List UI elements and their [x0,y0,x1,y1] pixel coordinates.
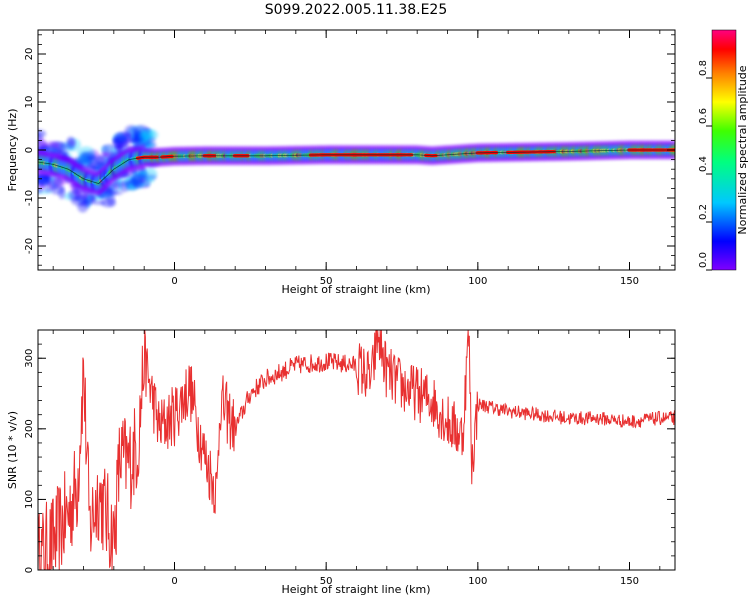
spectrogram-noise-blob [139,167,158,181]
colorbar-label: Normalized spectral amplitude [736,65,749,234]
spectrogram-y-tick-label: -20 [24,238,35,254]
colorbar-gradient [711,29,737,271]
spectrogram-noise-blob [125,185,137,191]
spectrogram-x-tick-label: 0 [171,276,177,287]
spectrogram-y-tick-label: 0 [24,147,35,153]
spectrogram-panel: 0 50 100 150 -20 -10 0 10 20 Height of straight … [6,29,676,296]
spectrogram-noise-blob [106,192,115,206]
colorbar-tick-label: 0.6 [698,108,709,124]
spectrogram-noise-blob [111,137,119,144]
spectrogram-x-tick-label: 50 [320,276,333,287]
spectrogram-x-tick-label: 150 [620,276,639,287]
spectrogram-y-tick-label: 20 [24,48,35,61]
spectrogram-noise-blob [53,176,64,188]
colorbar-tick-label: 0.2 [698,204,709,220]
snr-y-tick-label: 300 [24,349,35,368]
spectrogram-noise-blob [58,186,66,200]
spectrogram-ticks: 0 50 100 150 -20 -10 0 10 20 [24,30,675,287]
spectrogram-noise-blob [44,185,52,193]
spectrogram-noise-blob [138,182,151,187]
snr-y-axis-label: SNR (10 * v/v) [6,411,19,489]
spectrogram-noise-blob [42,141,60,150]
snr-series-line [38,330,675,570]
snr-y-tick-label: 0 [24,567,35,573]
colorbar-tick-label: 0.8 [698,60,709,76]
snr-x-tick-label: 0 [171,576,177,587]
spectrogram-noise-blob [100,144,118,153]
spectrogram-noise-blob [88,160,106,170]
spectrogram-noise-blob [66,136,76,150]
spectrogram-noise-blob [38,129,47,138]
spectrogram-noise-blob [142,129,155,139]
spectrogram-y-tick-label: 10 [24,96,35,109]
spectrogram-ridge-line [38,149,675,185]
spectrogram-y-axis-label: Frequency (Hz) [6,109,19,192]
colorbar-tick-label: 0.0 [698,252,709,268]
spectrogram-noise-blob [92,200,107,205]
spectrogram-noise-blob [77,200,89,213]
spectrogram-noise-blob [124,125,138,138]
colorbar-tick-label: 0.4 [698,156,709,172]
snr-x-tick-label: 50 [320,576,333,587]
snr-y-tick-label: 200 [24,419,35,438]
spectrogram-noise-blob [87,155,104,161]
colorbar-ticks: 0.0 0.2 0.4 0.6 0.8 [698,60,712,271]
snr-x-tick-label: 150 [620,576,639,587]
spectrogram-x-axis-label: Height of straight line (km) [281,283,430,296]
snr-x-axis-label: Height of straight line (km) [281,583,430,596]
snr-y-tick-label: 100 [24,490,35,509]
spectrogram-noise-blob [115,144,122,150]
figure-title: S099.2022.005.11.38.E25 [264,2,448,18]
snr-x-tick-label: 100 [468,576,487,587]
snr-panel: 0 50 100 150 0 100 200 300 Height of straight l… [6,329,676,596]
spectrogram-x-tick-label: 100 [468,276,487,287]
colorbar: 0.0 0.2 0.4 0.6 0.8 Normalized spectral ampl… [698,29,749,271]
snr-ticks: 0 50 100 150 0 100 200 300 [24,329,675,587]
spectrogram-heatmap [38,125,675,213]
spectrogram-y-tick-label: -10 [24,190,35,206]
